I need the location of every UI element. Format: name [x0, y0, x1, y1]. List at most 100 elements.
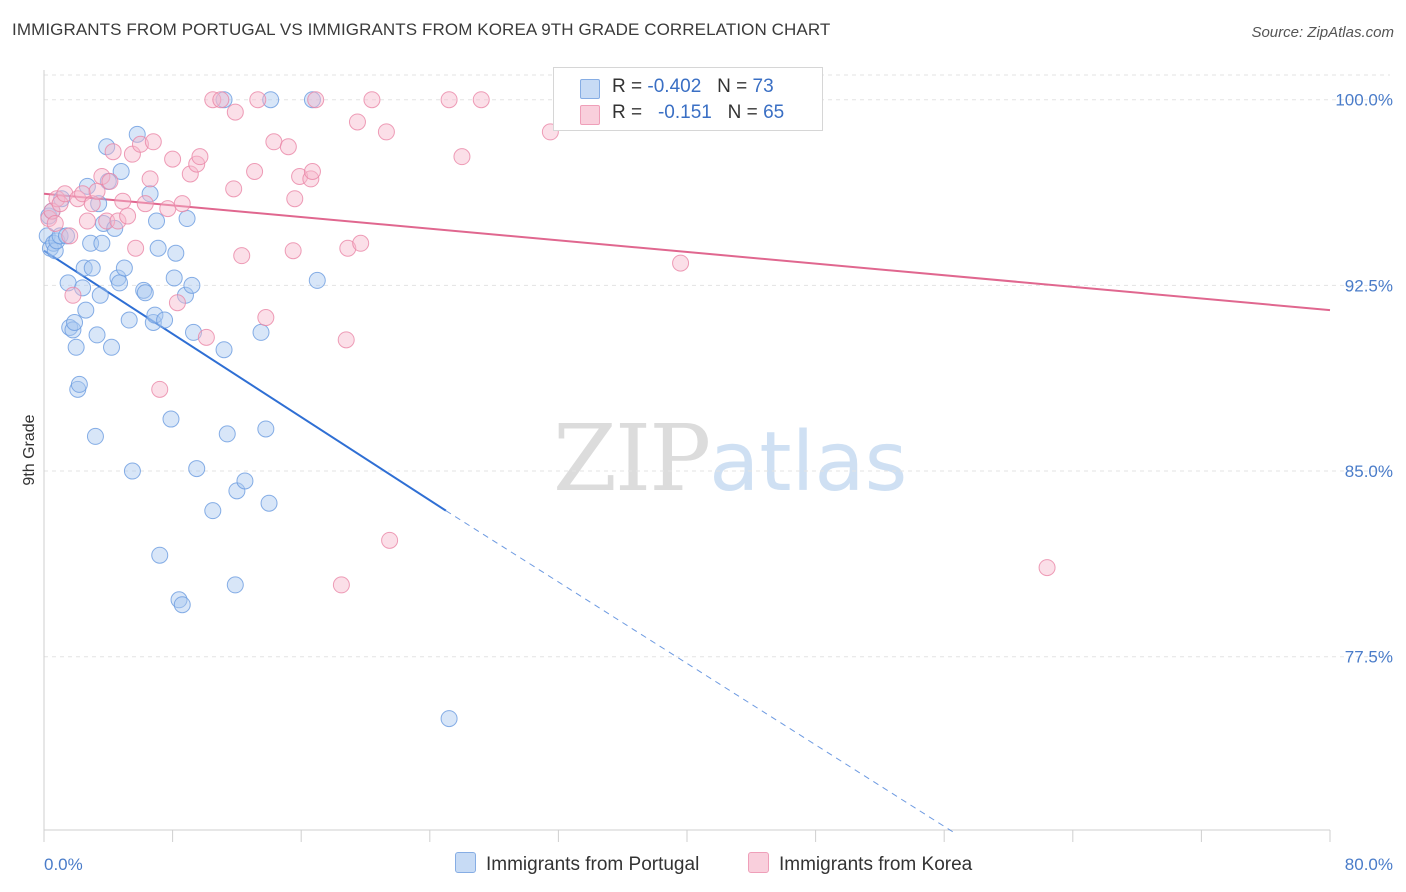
point-korea: [109, 212, 127, 230]
point-korea: [348, 113, 366, 131]
point-korea: [46, 214, 64, 232]
y-tick-label: 92.5%: [1345, 276, 1393, 295]
point-korea: [265, 133, 283, 151]
point-korea: [303, 162, 321, 180]
point-korea: [119, 207, 137, 225]
point-portugal: [135, 281, 153, 299]
y-tick-label: 77.5%: [1345, 648, 1393, 667]
point-korea: [51, 195, 69, 213]
point-portugal: [218, 425, 236, 443]
point-korea: [159, 200, 177, 218]
point-korea: [284, 242, 302, 260]
legend-n-label: N =: [727, 102, 758, 123]
point-korea: [291, 167, 309, 185]
trend-lines: [43, 192, 1331, 833]
point-korea: [127, 239, 145, 257]
point-portugal: [103, 338, 121, 356]
point-korea: [381, 531, 399, 549]
point-korea: [131, 135, 149, 153]
point-korea: [352, 234, 370, 252]
point-korea: [141, 170, 159, 188]
point-portugal: [236, 472, 254, 490]
point-portugal: [83, 259, 101, 277]
point-portugal: [173, 596, 191, 614]
tick-labels: 77.5% 85.0% 92.5% 100.0% 0.0% 80.0% 9th Grade: [21, 91, 1393, 874]
point-portugal: [252, 323, 270, 341]
point-korea: [377, 123, 395, 141]
point-korea: [114, 192, 132, 210]
legend-r-label: R =: [612, 102, 643, 123]
point-portugal: [257, 420, 275, 438]
point-korea: [48, 190, 66, 208]
point-korea: [246, 162, 264, 180]
point-korea: [339, 239, 357, 257]
data-points: [38, 91, 1056, 728]
chart-title: IMMIGRANTS FROM PORTUGAL VS IMMIGRANTS F…: [12, 20, 831, 39]
point-portugal: [146, 306, 164, 324]
bottom-legend-label-korea: Immigrants from Korea: [779, 854, 973, 875]
point-portugal: [88, 326, 106, 344]
point-portugal: [440, 710, 458, 728]
point-portugal: [184, 323, 202, 341]
legend-n-value-korea: 65: [763, 102, 785, 123]
point-portugal: [215, 341, 233, 359]
point-portugal: [128, 125, 146, 143]
point-korea: [1038, 559, 1056, 577]
point-korea: [257, 309, 275, 327]
point-korea: [332, 576, 350, 594]
point-portugal: [123, 462, 141, 480]
correlation-legend: R = -0.402 N = 73 R = -0.151 N = 65: [553, 67, 823, 131]
point-korea: [225, 180, 243, 198]
point-korea: [226, 103, 244, 121]
point-portugal: [183, 276, 201, 294]
point-portugal: [308, 271, 326, 289]
axes: [43, 70, 1331, 842]
legend-r-label: R =: [612, 76, 643, 97]
point-korea: [61, 227, 79, 245]
point-korea: [337, 331, 355, 349]
point-portugal: [167, 244, 185, 262]
point-korea: [286, 190, 304, 208]
point-portugal: [112, 162, 130, 180]
point-portugal: [115, 259, 133, 277]
point-portugal: [77, 301, 95, 319]
y-tick-label: 100.0%: [1335, 91, 1393, 110]
point-portugal: [156, 311, 174, 329]
watermark: ZIPatlas: [553, 405, 907, 512]
legend-swatch-korea: [580, 105, 600, 125]
y-axis-title: 9th Grade: [21, 414, 38, 485]
point-korea: [56, 185, 74, 203]
point-portugal: [66, 314, 84, 332]
point-portugal: [120, 311, 138, 329]
point-portugal: [61, 318, 79, 336]
point-portugal: [141, 185, 159, 203]
point-korea: [136, 195, 154, 213]
bottom-legend-swatch-korea: [748, 852, 769, 873]
point-portugal: [165, 269, 183, 287]
point-korea: [64, 286, 82, 304]
point-portugal: [148, 212, 166, 230]
trend-korea-solid: [43, 192, 1331, 312]
point-korea: [104, 143, 122, 161]
point-korea: [307, 91, 325, 109]
point-korea: [101, 172, 119, 190]
source-label: Source: ZipAtlas.com: [1251, 24, 1394, 41]
point-korea: [181, 165, 199, 183]
grid-lines: [44, 74, 1390, 658]
point-korea: [249, 91, 267, 109]
watermark-zip: ZIP: [553, 405, 711, 512]
x-tick-label: 0.0%: [44, 855, 83, 874]
point-portugal: [93, 234, 111, 252]
point-portugal: [170, 591, 188, 609]
point-korea: [440, 91, 458, 109]
point-korea: [93, 167, 111, 185]
bottom-legend-portugal: Immigrants from Portugal: [455, 852, 699, 876]
point-korea: [197, 328, 215, 346]
bottom-legend-swatch-portugal: [455, 852, 476, 873]
point-korea: [173, 195, 191, 213]
point-korea: [363, 91, 381, 109]
trend-portugal-dashed: [445, 510, 955, 833]
point-korea: [78, 212, 96, 230]
point-portugal: [136, 284, 154, 302]
